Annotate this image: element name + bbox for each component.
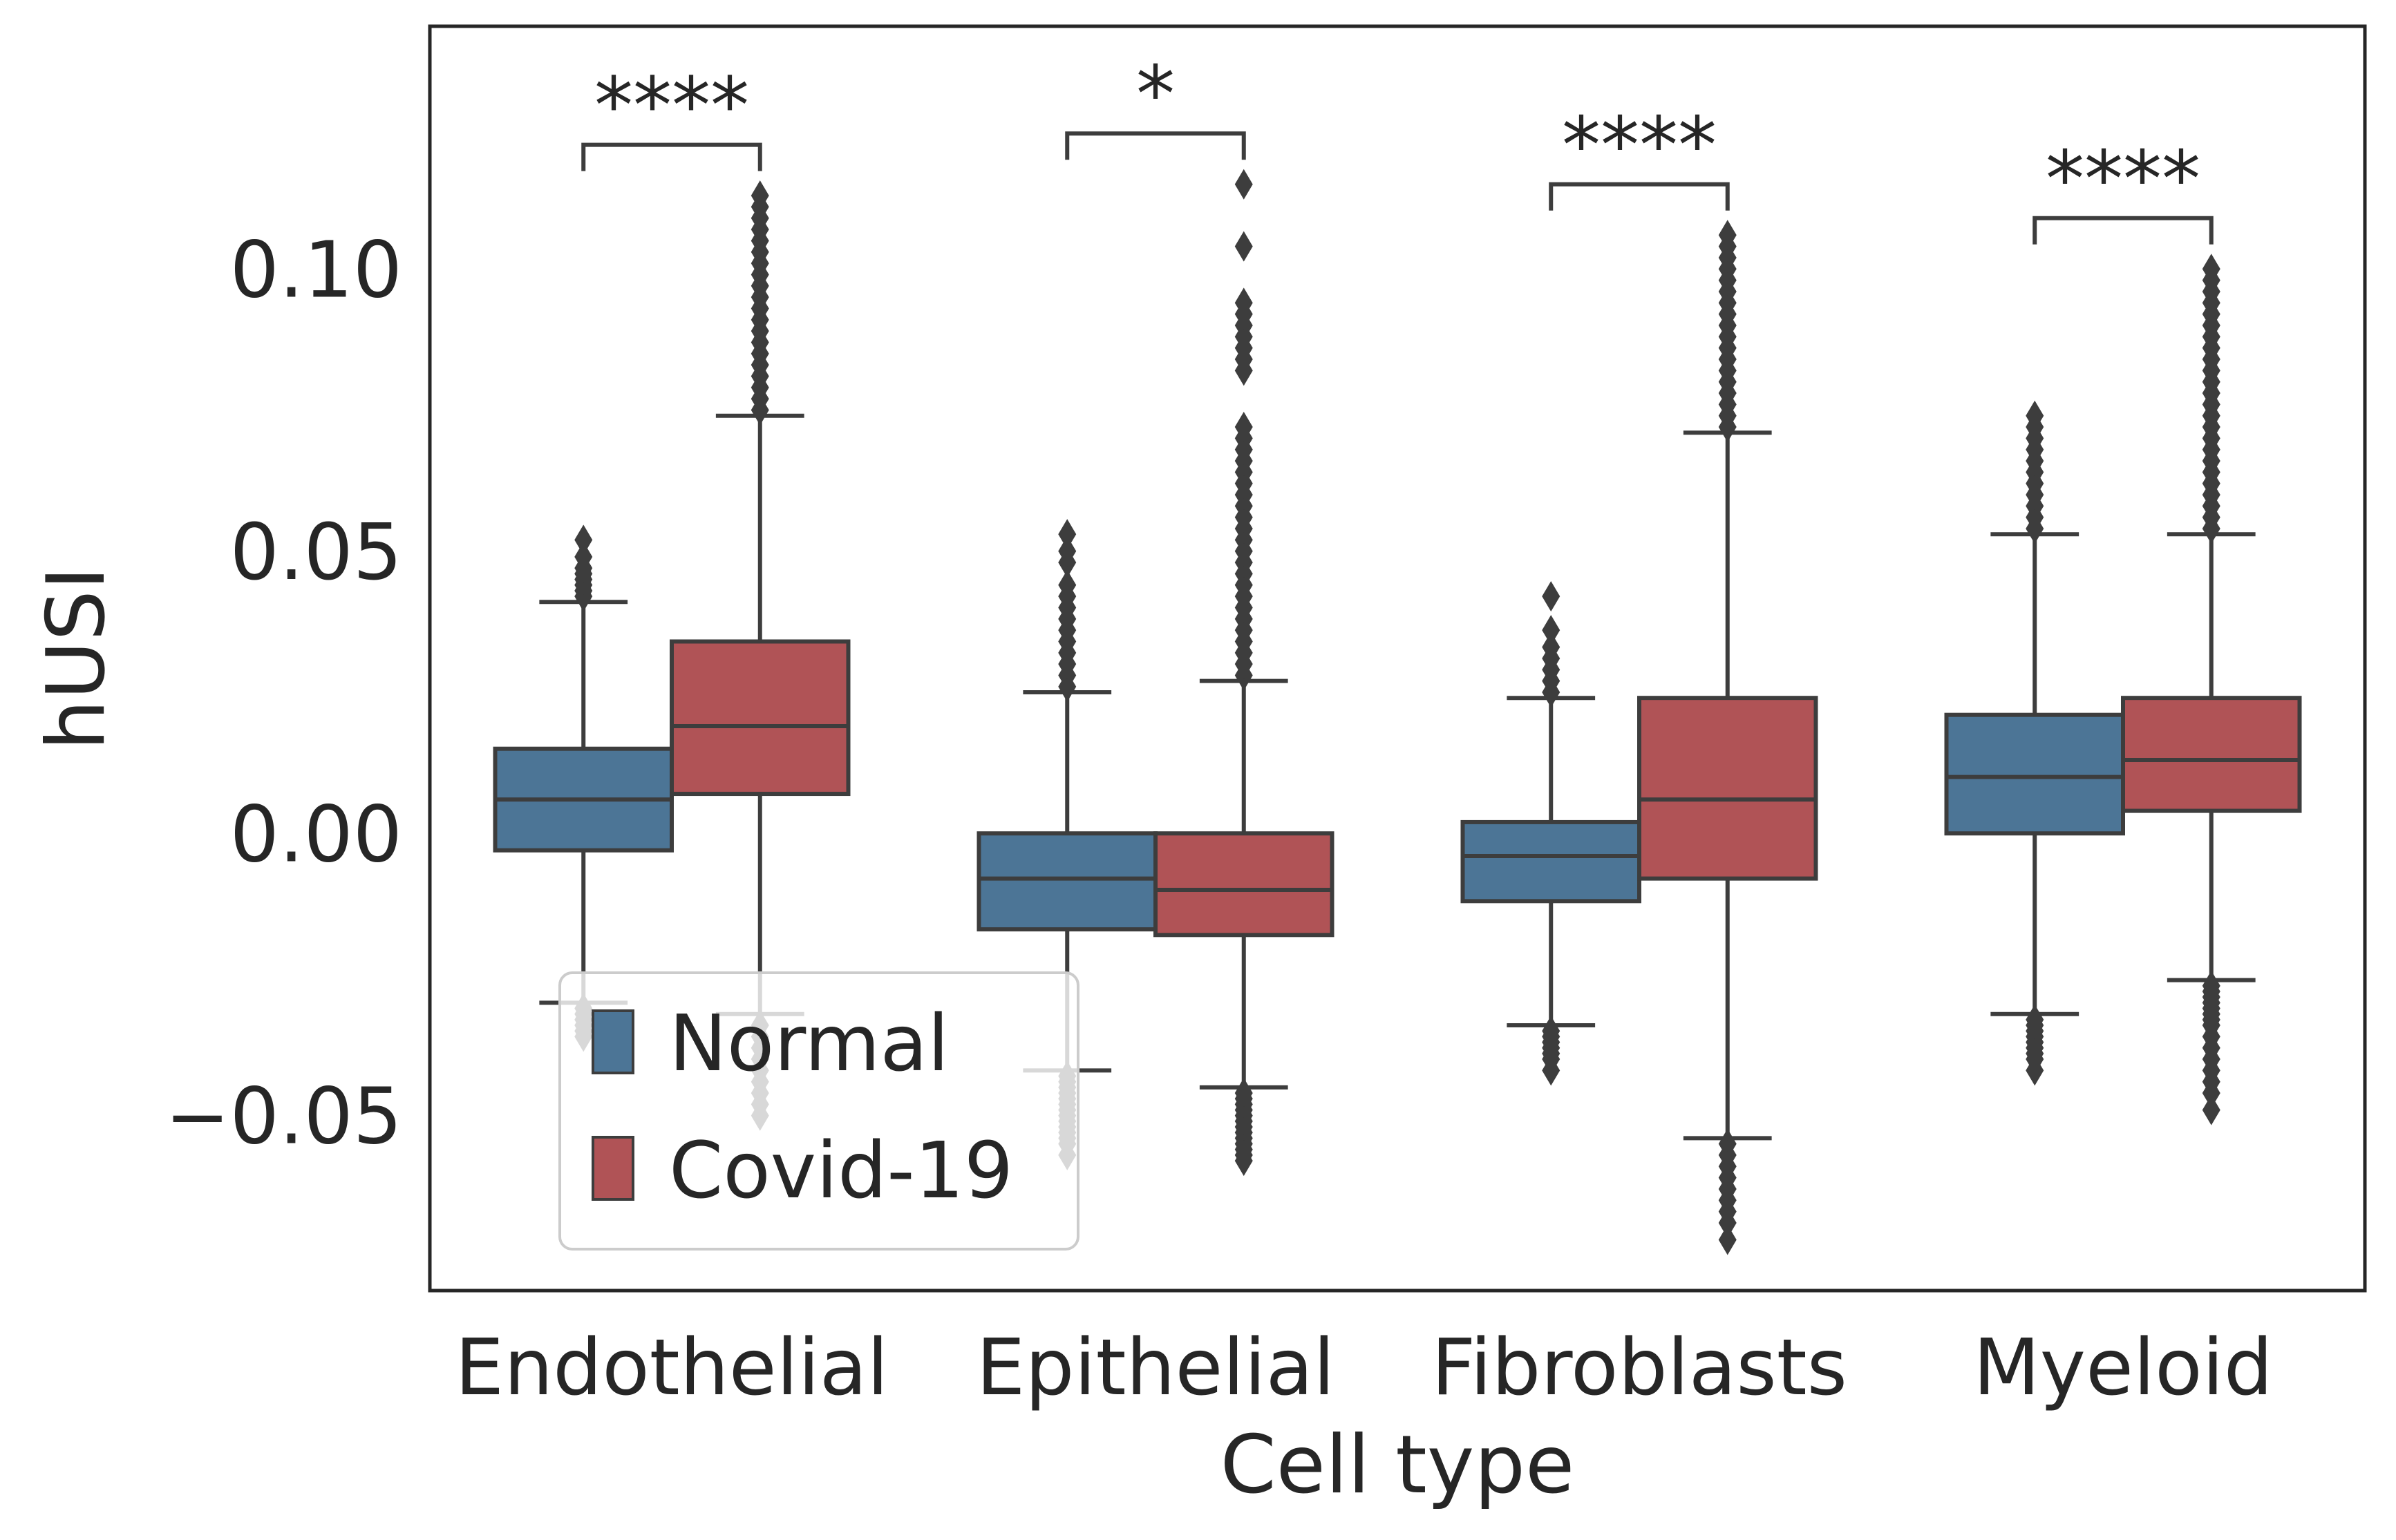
outlier-point <box>1718 1224 1737 1255</box>
legend-frame <box>558 971 1079 1251</box>
outlier-point <box>2202 1094 2220 1125</box>
outlier-point <box>574 541 593 572</box>
box-normal-fibroblasts <box>1460 581 1641 1086</box>
outlier-point <box>1234 287 1253 319</box>
box-normal-endothelial <box>493 524 674 1052</box>
outlier-point <box>1542 631 1560 663</box>
y-axis-label: hUSI <box>30 567 123 750</box>
x-tick-label-epithelial: Epithelial <box>977 1323 1335 1413</box>
box-iqr <box>670 639 851 797</box>
box-iqr <box>977 831 1158 932</box>
significance-annotations: **** ***** **** <box>581 50 2214 245</box>
y-axis-ticks: −0.05 0.00 0.05 0.10 <box>165 225 402 1161</box>
y-tick-label: −0.05 <box>165 1072 402 1162</box>
x-tick-label-fibroblasts: Fibroblasts <box>1431 1323 1847 1413</box>
legend-label-covid-19: Covid-19 <box>669 1126 1013 1216</box>
outlier-point <box>1234 169 1253 200</box>
outlier-point <box>1058 519 1077 550</box>
significance-bracket <box>581 142 762 171</box>
significance-label: **** <box>594 61 749 151</box>
box-iqr <box>1944 712 2125 836</box>
box-iqr <box>1460 819 1641 904</box>
box-series <box>493 169 2302 1255</box>
significance-endothelial: **** <box>581 61 762 171</box>
outlier-point <box>1058 569 1077 600</box>
outlier-point <box>1718 1207 1737 1238</box>
outlier-point <box>1718 220 1737 251</box>
box-iqr <box>1153 831 1334 938</box>
y-tick-label: 0.05 <box>230 508 402 598</box>
outlier-point <box>1542 1055 1560 1086</box>
outlier-point <box>2202 1078 2220 1109</box>
x-tick-label-myeloid: Myeloid <box>1973 1323 2273 1413</box>
outlier-point <box>1542 581 1560 612</box>
significance-myeloid: **** <box>2032 135 2214 245</box>
y-tick-label: 0.00 <box>230 790 402 880</box>
outlier-point <box>1234 1146 1253 1177</box>
legend-label-normal: Normal <box>669 999 949 1089</box>
significance-fibroblasts: **** <box>1549 101 1730 211</box>
x-axis-ticks: Endothelial Epithelial Fibroblasts Myeloid <box>455 1323 2272 1413</box>
outlier-point <box>1058 535 1077 567</box>
outlier-point <box>574 524 593 555</box>
x-tick-label-endothelial: Endothelial <box>455 1323 888 1413</box>
significance-bracket <box>1065 131 1246 160</box>
outlier-point <box>1542 615 1560 646</box>
outlier-point <box>1234 231 1253 262</box>
outlier-point <box>2026 400 2044 431</box>
significance-label: **** <box>1562 101 1717 191</box>
outlier-point <box>2026 1055 2044 1086</box>
box-covid-19-fibroblasts <box>1637 220 1818 1255</box>
box-covid-19-epithelial <box>1153 169 1334 1177</box>
significance-bracket <box>2032 216 2214 245</box>
significance-label: **** <box>2046 135 2200 225</box>
y-tick-label: 0.10 <box>230 225 402 315</box>
significance-epithelial: * <box>1065 50 1246 160</box>
x-axis-label: Cell type <box>1220 1418 1575 1512</box>
legend-swatch-covid-19 <box>592 1136 634 1201</box>
outlier-point <box>751 180 769 211</box>
legend-swatch-normal <box>592 1009 634 1074</box>
box-covid-19-myeloid <box>2121 254 2302 1125</box>
box-iqr <box>1637 696 1818 881</box>
significance-label: * <box>1136 50 1175 140</box>
legend: Normal Covid-19 <box>558 971 1079 1251</box>
outlier-point <box>1234 412 1253 443</box>
outlier-point <box>2202 254 2220 285</box>
box-iqr <box>2121 696 2302 813</box>
significance-bracket <box>1549 182 1730 211</box>
